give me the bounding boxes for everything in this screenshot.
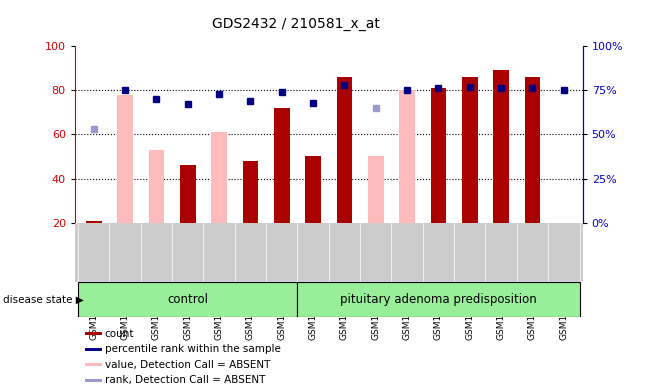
Text: GDS2432 / 210581_x_at: GDS2432 / 210581_x_at <box>212 17 380 31</box>
Bar <box>337 77 352 223</box>
Bar <box>211 132 227 223</box>
Bar <box>274 108 290 223</box>
Text: rank, Detection Call = ABSENT: rank, Detection Call = ABSENT <box>105 375 265 384</box>
Bar <box>85 332 102 335</box>
Bar <box>399 90 415 223</box>
Bar <box>180 166 195 223</box>
Text: disease state ▶: disease state ▶ <box>3 295 84 305</box>
Bar <box>117 94 133 223</box>
Bar <box>430 88 447 223</box>
Text: percentile rank within the sample: percentile rank within the sample <box>105 344 281 354</box>
Bar <box>148 150 164 223</box>
Text: count: count <box>105 329 134 339</box>
Bar <box>85 363 102 366</box>
Text: value, Detection Call = ABSENT: value, Detection Call = ABSENT <box>105 360 270 370</box>
Bar <box>86 220 102 223</box>
Text: pituitary adenoma predisposition: pituitary adenoma predisposition <box>340 293 537 306</box>
Bar <box>462 77 478 223</box>
Bar <box>298 282 579 317</box>
Bar <box>493 70 509 223</box>
Bar <box>85 379 102 382</box>
Bar <box>243 161 258 223</box>
Text: control: control <box>167 293 208 306</box>
Bar <box>305 157 321 223</box>
Bar <box>525 77 540 223</box>
Bar <box>85 348 102 351</box>
Bar <box>368 157 383 223</box>
Bar <box>78 282 298 317</box>
